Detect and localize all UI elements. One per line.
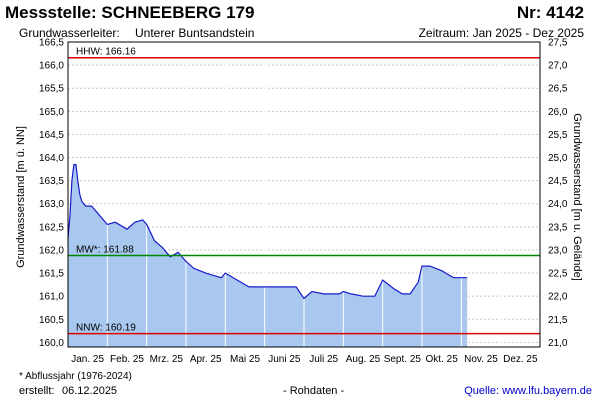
y2-tick-label: 26,0: [548, 107, 568, 118]
data-status: - Rohdaten -: [283, 385, 345, 397]
x-tick-label: Aug. 25: [346, 354, 381, 365]
created-date: 06.12.2025: [62, 385, 118, 397]
y2-tick-label: 23,5: [548, 222, 568, 233]
series-line: [67, 163, 468, 300]
source-link[interactable]: Quelle: www.lfu.bayern.de: [464, 385, 592, 397]
y2-tick-label: 23,0: [548, 245, 568, 256]
x-tick-label: Mrz. 25: [150, 354, 184, 365]
x-tick-label: Sept. 25: [384, 354, 422, 365]
y-tick-label: 165,0: [39, 107, 64, 118]
plot-frame: [67, 41, 541, 348]
reference-lines: HHW: 166.16 MW*: 161.88 NNW: 160.19: [68, 47, 540, 335]
y-tick-label: 162,0: [39, 245, 64, 256]
y-tick-label: 162,5: [39, 222, 64, 233]
x-tick-label: Mai 25: [230, 354, 260, 365]
station-title: Messstelle: SCHNEEBERG 179: [5, 3, 255, 22]
station-number: Nr: 4142: [516, 3, 584, 22]
reference-label: NNW: 160.19: [76, 323, 136, 334]
x-tick-label: Feb. 25: [110, 354, 144, 365]
y-axis-title: Grundwasserstand [m ü. NN]: [15, 126, 27, 268]
y2-tick-label: 27,5: [548, 38, 568, 49]
y2-tick-label: 22,5: [548, 269, 568, 280]
y2-tick-label: 24,5: [548, 176, 568, 187]
x-tick-label: Okt. 25: [426, 354, 459, 365]
x-tick-label: Juli 25: [309, 354, 338, 365]
y-tick-label: 163,0: [39, 199, 64, 210]
y2-tick-label: 25,0: [548, 153, 568, 164]
y-tick-label: 165,5: [39, 84, 64, 95]
y-tick-label: 166,5: [39, 38, 64, 49]
x-tick-label: Juni 25: [268, 354, 301, 365]
y-tick-label: 160,5: [39, 315, 64, 326]
axes: 160,0 21,0 160,5 21,5 161,0 22,0 161,5 22,5 162,…: [39, 38, 568, 366]
y2-tick-label: 22,0: [548, 292, 568, 303]
y-tick-label: 161,5: [39, 269, 64, 280]
aquifer-value: Unterer Buntsandstein: [135, 26, 255, 40]
x-tick-label: Apr. 25: [190, 354, 222, 365]
y2-axis-title: Grundwasserstand [m u. Gelände]: [571, 113, 583, 281]
x-tick-label: Jan. 25: [71, 354, 104, 365]
period-label: Zeitraum: Jan 2025 - Dez 2025: [418, 26, 584, 40]
x-tick-label: Nov. 25: [464, 354, 498, 365]
y2-tick-label: 21,5: [548, 315, 568, 326]
y-tick-label: 163,5: [39, 176, 64, 187]
reference-label: HHW: 166.16: [76, 47, 136, 58]
y2-tick-label: 25,5: [548, 130, 568, 141]
y-tick-label: 161,0: [39, 292, 64, 303]
y2-tick-label: 26,5: [548, 84, 568, 95]
series-area: [68, 164, 468, 347]
y-tick-label: 160,0: [39, 338, 64, 349]
data-area: [67, 42, 502, 347]
aquifer-label: Grundwasserleiter:: [19, 26, 120, 40]
y-tick-label: 166,0: [39, 61, 64, 72]
y-tick-label: 164,0: [39, 153, 64, 164]
x-tick-label: Dez. 25: [503, 354, 538, 365]
created-label: erstellt:: [19, 385, 55, 397]
y2-tick-label: 27,0: [548, 61, 568, 72]
reference-label: MW*: 161.88: [76, 245, 134, 256]
y-tick-label: 164,5: [39, 130, 64, 141]
y2-tick-label: 24,0: [548, 199, 568, 210]
footnote: * Abflussjahr (1976-2024): [19, 371, 132, 382]
y2-tick-label: 21,0: [548, 338, 568, 349]
